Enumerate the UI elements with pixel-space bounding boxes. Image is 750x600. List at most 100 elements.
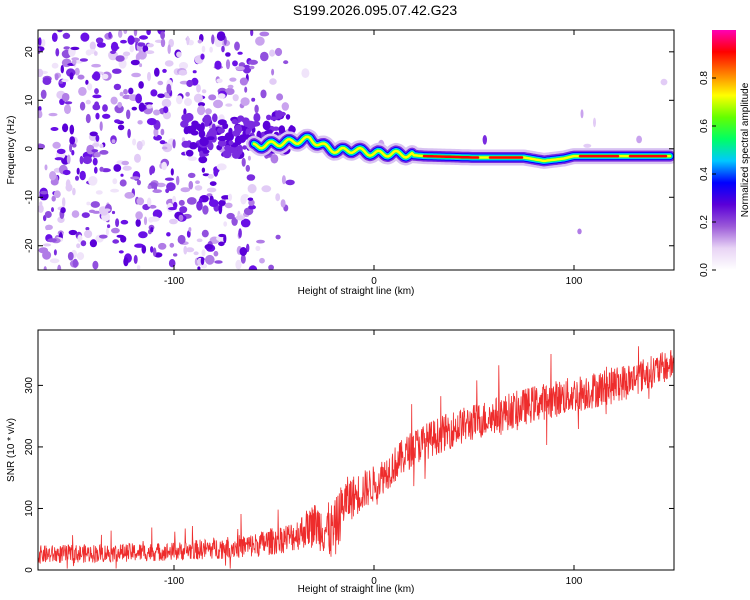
heatmap-cell [92,260,99,270]
heatmap-cell [209,46,213,53]
colorbar-tick-label: 0.0 [699,263,710,277]
heatmap-cell [254,104,259,114]
heatmap-cell [69,124,75,135]
heatmap-cell [75,175,79,181]
heatmap-cell [60,65,64,74]
x-tick-label: 100 [566,576,583,587]
heatmap-cell [72,187,76,196]
snr-series-line [38,346,674,569]
heatmap-cell [111,227,120,234]
heatmap-cell [123,30,128,34]
heatmap-cell [139,35,148,40]
heatmap-cell [240,218,251,228]
heatmap-cell [111,139,116,144]
heatmap-cell [200,122,205,132]
colorbar-gradient [712,30,736,270]
heatmap-cell [136,179,141,186]
y-tick-label: 20 [24,46,35,58]
heatmap-cell [110,96,118,105]
heatmap-cell [76,243,81,249]
heatmap-cell [271,68,275,76]
heatmap-cell [134,243,145,248]
heatmap-cell [204,244,213,250]
heatmap-cell [38,143,45,150]
heatmap-cell [281,102,289,111]
heatmap-cell [61,92,70,102]
heatmap-cell [159,140,166,145]
heatmap-cell [112,68,122,74]
heatmap-cell [209,181,217,187]
heatmap-cell [123,51,131,57]
heatmap-cell [102,113,111,119]
heatmap-cell [163,111,171,120]
heatmap-cell [152,247,157,257]
heatmap-cell [228,127,233,135]
heatmap-cell [150,89,158,97]
heatmap-cell [113,164,122,172]
heatmap-cell [224,202,233,209]
heatmap-cell [580,109,584,119]
heatmap-cell [178,214,184,222]
heatmap-cell [38,37,42,46]
heatmap-cell [234,41,240,51]
heatmap-cell [123,257,129,267]
heatmap-cell [144,102,153,106]
heatmap-cell [112,178,118,185]
heatmap-cell [112,239,120,244]
x-tick-label: -100 [164,576,184,587]
heatmap-cell [223,221,228,227]
heatmap-cell [283,60,289,65]
heatmap-cell [143,216,148,226]
heatmap-cell [248,59,258,65]
heatmap-cell [153,109,161,116]
heatmap-cell [212,113,218,123]
x-tick-label: -100 [164,276,184,287]
heatmap-cell [49,258,60,264]
heatmap-cell [222,122,229,130]
heatmap-cell [256,239,265,244]
heatmap-cell [214,260,223,264]
heatmap-cell [180,120,189,128]
heatmap-cell [229,77,237,82]
heatmap-cell [260,89,267,99]
heatmap-cell [636,135,642,144]
heatmap-cell [124,192,135,199]
snr-background [38,330,674,570]
heatmap-cell [176,95,183,105]
heatmap-cell [48,112,58,117]
heatmap-cell [94,166,98,174]
heatmap-cell [234,135,242,146]
heatmap-cell [274,47,283,57]
heatmap-cell [138,102,146,112]
heatmap-cell [115,218,120,228]
snr-panel: -100 0 100 0 100 200 300 Height of straight li… [6,329,675,595]
heatmap-cell [95,112,100,120]
heatmap-cell [114,119,121,124]
heatmap-cell [79,155,84,165]
y-tick-label: -10 [24,190,35,205]
heatmap-cell [196,84,201,93]
heatmap-cell [139,63,143,68]
heatmap-cell [181,113,190,122]
heatmap-cell [275,234,281,240]
heatmap-cell [137,50,147,60]
heatmap-cell [115,55,125,62]
heatmap-cell [660,78,668,86]
heatmap-cell [301,68,310,78]
heatmap-cell [135,93,143,104]
heatmap-cell [60,207,66,214]
heatmap-cell [176,175,180,186]
heatmap-cell [123,88,128,95]
heatmap-cell [577,228,582,235]
heatmap-cell [186,79,194,88]
heatmap-cell [583,143,592,148]
heatmap-cell [237,115,245,122]
heatmap-cell [181,140,191,148]
heatmap-cell [62,123,69,133]
heatmap-cell [235,66,245,71]
heatmap-cell [137,120,143,125]
heatmap-cell [242,64,252,74]
heatmap-cell [219,199,223,210]
heatmap-cell [248,204,256,210]
